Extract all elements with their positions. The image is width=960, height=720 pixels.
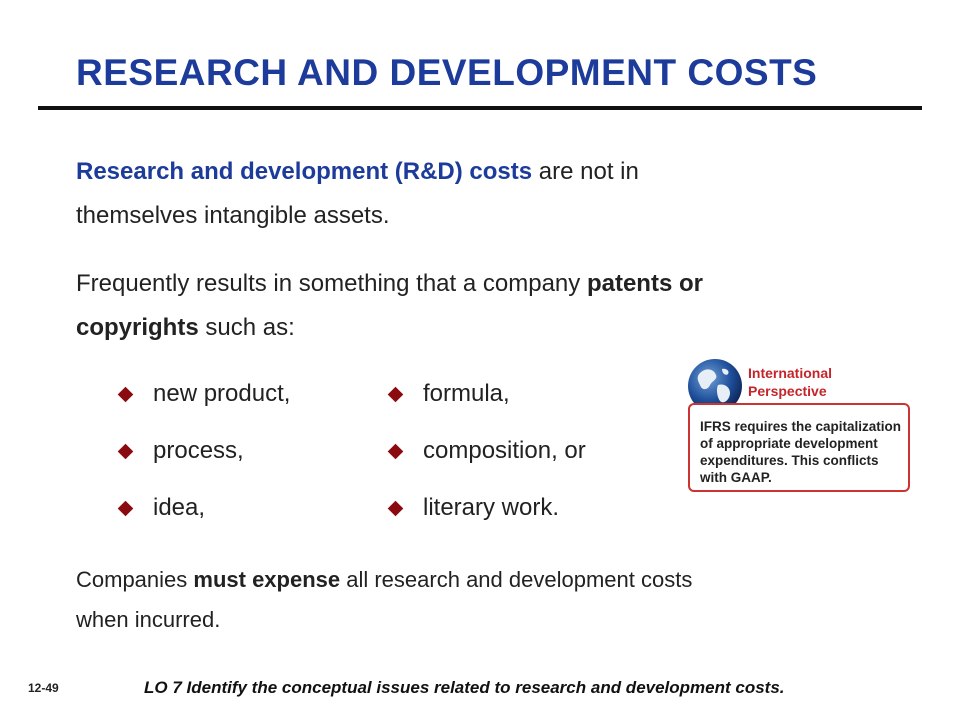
expense-text-1: Companies [76, 567, 194, 592]
bullet-item: new product, [116, 380, 290, 408]
title-divider [38, 106, 922, 110]
diamond-bullet-icon [117, 500, 134, 516]
rd-text-line1: are not in [532, 158, 639, 185]
bullet-item: literary work. [386, 494, 559, 522]
rd-costs-term: Research and development (R&D) costs [76, 158, 533, 185]
slide-number: 12-49 [28, 681, 59, 695]
globe-icon [688, 359, 742, 413]
expense-paragraph: Companies must expense all research and … [76, 560, 692, 640]
bullet-item: idea, [116, 494, 205, 522]
diamond-bullet-icon [117, 443, 134, 459]
diamond-bullet-icon [387, 386, 404, 402]
results-paragraph: Frequently results in something that a c… [76, 262, 703, 350]
expense-text-line2: when incurred. [76, 607, 221, 632]
ifrs-callout-text: IFRS requires the capitalization of appr… [700, 419, 902, 485]
rd-text-line2: themselves intangible assets. [76, 202, 390, 229]
results-line2-bold: copyrights [76, 314, 199, 341]
diamond-bullet-icon [117, 386, 134, 402]
ifrs-callout-box [688, 403, 910, 492]
diamond-bullet-icon [387, 500, 404, 516]
bullet-item: process, [116, 437, 244, 465]
rd-definition-paragraph: Research and development (R&D) costs are… [76, 150, 639, 238]
results-line2-text: such as: [198, 314, 295, 341]
international-perspective-label: International Perspective [748, 365, 833, 399]
bullet-label: literary work. [423, 494, 560, 521]
bullet-label: idea, [153, 494, 206, 521]
diamond-bullet-icon [387, 443, 404, 459]
bullet-label: composition, or [423, 437, 586, 464]
bullet-item: composition, or [386, 437, 586, 465]
bullet-label: new product, [153, 380, 291, 407]
results-line1-text: Frequently results in something that a c… [76, 270, 587, 297]
page-title: RESEARCH AND DEVELOPMENT COSTS [76, 52, 818, 93]
bullet-label: formula, [423, 380, 510, 407]
learning-objective: LO 7 Identify the conceptual issues rela… [144, 678, 785, 697]
expense-text-2: all research and development costs [340, 567, 693, 592]
results-line1-bold: patents or [586, 270, 703, 297]
bullet-label: process, [153, 437, 244, 464]
expense-bold: must expense [193, 567, 341, 592]
bullet-item: formula, [386, 380, 510, 408]
